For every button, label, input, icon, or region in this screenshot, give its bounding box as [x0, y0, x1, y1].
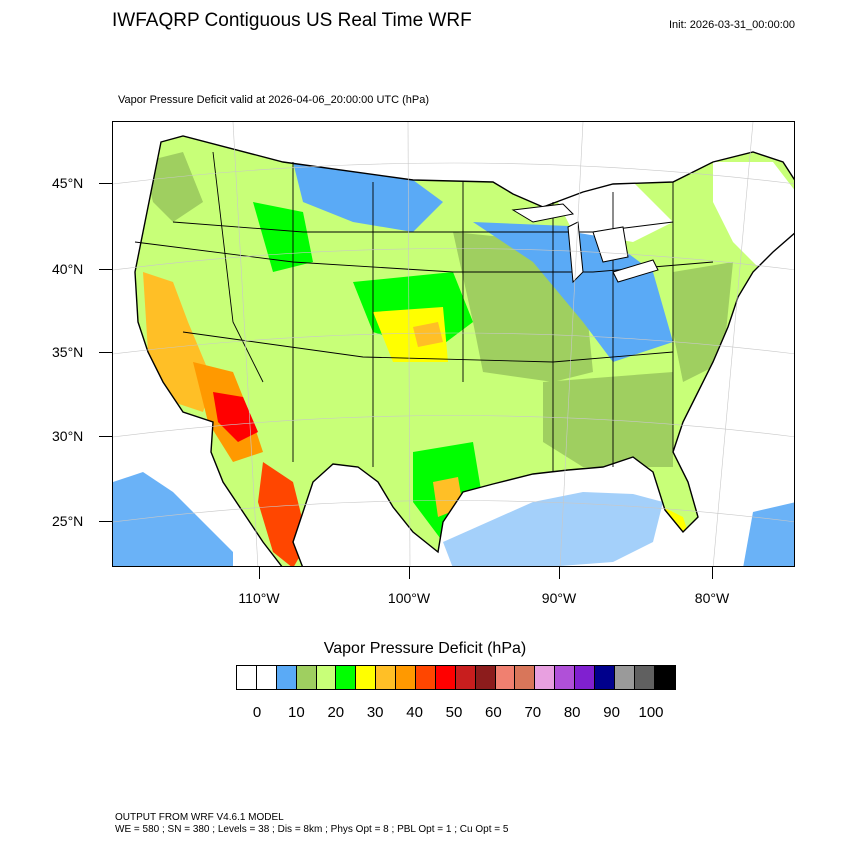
vpd-patch-kansas — [373, 307, 448, 362]
colorbar-swatch — [475, 666, 496, 689]
chart-title: IWFAQRP Contiguous US Real Time WRF — [112, 10, 472, 31]
coastline — [134, 135, 794, 566]
lon-label-80: 80°W — [694, 590, 730, 606]
parallel-30 — [113, 415, 794, 438]
colorbar-label: 50 — [445, 704, 463, 721]
lon-label-110: 110°W — [238, 590, 280, 606]
meridian-100 — [407, 122, 411, 566]
colorbar-swatch — [634, 666, 655, 689]
parallel-45 — [113, 162, 794, 185]
colorbar-swatch — [296, 666, 317, 689]
lat-tick — [99, 183, 112, 184]
lat-tick — [99, 352, 112, 353]
colorbar-label: 20 — [327, 704, 345, 721]
colorbar-label: 80 — [563, 704, 581, 721]
vpd-patch-pacific-nw — [143, 152, 203, 222]
meridian-80 — [712, 122, 754, 566]
parallel-40 — [113, 248, 794, 271]
lat-tick — [99, 521, 112, 522]
lon-tick — [409, 567, 410, 579]
lon-tick — [712, 567, 713, 579]
colorbar-swatch — [376, 666, 397, 689]
colorbar-swatch — [535, 666, 556, 689]
lon-label-100: 100°W — [387, 590, 431, 606]
lake-erie — [612, 259, 659, 283]
lon-tick — [559, 567, 560, 579]
colorbar-swatch — [654, 666, 675, 689]
colorbar-swatch — [416, 666, 436, 689]
colorbar-label: 60 — [485, 704, 502, 721]
meridian-90 — [559, 122, 584, 566]
lat-label-45: 45°N — [52, 175, 84, 191]
atlantic-moist-area — [743, 502, 794, 566]
init-time-label: Init: 2026-03-31_00:00:00 — [669, 19, 795, 31]
colorbar-label: 100 — [638, 704, 664, 721]
lat-tick — [99, 269, 112, 270]
colorbar-swatch — [614, 666, 635, 689]
colorbar-label: 70 — [524, 704, 542, 721]
model-info-line1: OUTPUT FROM WRF V4.6.1 MODEL — [115, 812, 284, 823]
colorbar-title: Vapor Pressure Deficit (hPa) — [323, 640, 527, 657]
colorbar-swatch — [356, 666, 377, 689]
parallel-25 — [113, 500, 794, 523]
vpd-patch-kansas-core — [413, 322, 443, 347]
colorbar-swatch — [237, 666, 257, 689]
lat-tick — [99, 436, 112, 437]
colorbar-swatch — [515, 666, 536, 689]
vpd-map-svg — [113, 122, 794, 566]
lake-superior — [511, 203, 575, 223]
colorbar-label: 10 — [288, 704, 305, 721]
colorbar-swatch — [316, 666, 337, 689]
parallel-35 — [113, 332, 794, 355]
colorbar-swatch — [455, 666, 476, 689]
colorbar-label: 30 — [366, 704, 384, 721]
lake-michigan — [567, 221, 584, 284]
vpd-patch-southeast — [543, 372, 673, 467]
colorbar-swatch — [575, 666, 596, 689]
meridian-110 — [232, 122, 259, 566]
graticule — [113, 122, 794, 566]
vpd-patch-rockies — [253, 202, 313, 272]
boundary-line — [212, 151, 264, 383]
colorbar-swatch — [336, 666, 357, 689]
lat-label-25: 25°N — [52, 513, 84, 529]
colorbar-swatch — [495, 666, 516, 689]
colorbar-label: 90 — [603, 704, 620, 721]
colorbar-swatch — [276, 666, 297, 689]
lat-label-35: 35°N — [52, 344, 84, 360]
valid-time-subtitle: Vapor Pressure Deficit valid at 2026-04-… — [118, 94, 430, 106]
colorbar-swatch — [555, 666, 576, 689]
lat-label-40: 40°N — [52, 261, 84, 277]
colorbar-swatch — [435, 666, 456, 689]
colorbar-label: 40 — [406, 704, 423, 721]
colorbar — [236, 665, 676, 690]
lon-tick — [259, 567, 260, 579]
colorbar-swatch — [595, 666, 615, 689]
model-info-line2: WE = 580 ; SN = 380 ; Levels = 38 ; Dis … — [115, 824, 509, 835]
lat-label-30: 30°N — [52, 428, 84, 444]
colorbar-label: 0 — [252, 704, 262, 721]
colorbar-swatch — [396, 666, 417, 689]
gulf-moist-area — [443, 492, 663, 566]
lon-label-90: 90°W — [541, 590, 577, 606]
pacific-moist-area — [113, 472, 233, 566]
vpd-patch-sonora — [213, 392, 258, 442]
map-panel — [112, 121, 795, 567]
colorbar-swatch — [256, 666, 277, 689]
vpd-patch-northeast — [713, 162, 794, 272]
